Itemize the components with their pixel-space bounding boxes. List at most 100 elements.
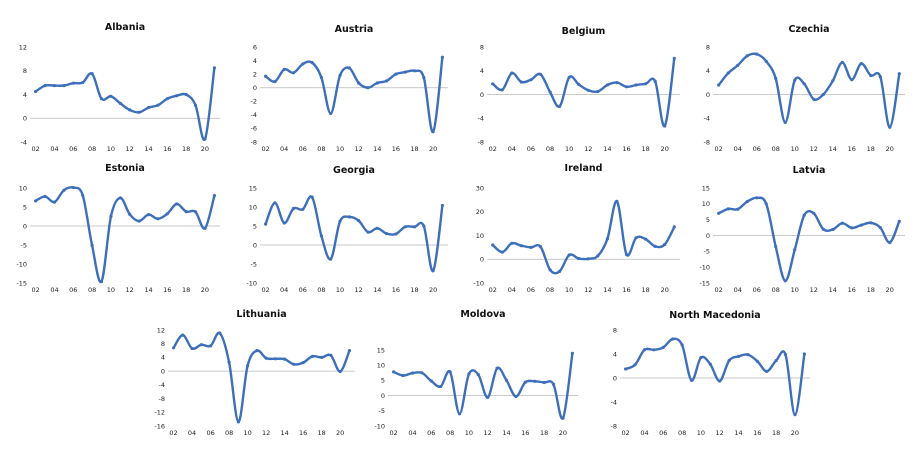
x-tick-label: 14: [829, 286, 837, 294]
x-tick-label: 02: [489, 145, 497, 153]
panel-title-georgia: Georgia: [333, 165, 375, 176]
data-point: [165, 97, 169, 101]
data-point: [774, 76, 778, 81]
data-point: [181, 333, 185, 337]
data-point: [43, 194, 47, 198]
data-point: [897, 219, 901, 223]
data-point: [774, 359, 778, 363]
x-tick-label: 18: [641, 145, 649, 153]
y-tick-label: 15: [377, 346, 385, 354]
x-tick-label: 12: [716, 429, 724, 437]
x-tick-label: 04: [734, 145, 742, 153]
y-tick-label: 6: [253, 43, 257, 51]
data-point: [291, 71, 296, 75]
data-point: [420, 371, 424, 375]
data-point: [717, 211, 721, 215]
data-point: [538, 72, 543, 76]
data-point: [652, 348, 656, 352]
data-point: [385, 79, 389, 83]
data-point: [227, 360, 231, 364]
data-point: [783, 279, 787, 283]
data-point: [514, 394, 518, 399]
series-line-estonia: [34, 186, 216, 284]
x-tick-label: 20: [559, 429, 567, 437]
data-point: [529, 245, 533, 249]
series-line-czechia: [717, 52, 901, 129]
x-tick-label: 06: [527, 145, 535, 153]
panel-ireland: Ireland -10 0 10 20 30 02 04 06 08 10 12 14 16 18 20: [473, 163, 680, 294]
data-point: [329, 257, 333, 261]
x-tick-label: 02: [32, 286, 40, 294]
x-tick-label: 20: [661, 145, 669, 153]
x-tick-label: 06: [427, 429, 435, 437]
data-point: [310, 354, 314, 358]
y-tick-label: 15: [249, 184, 257, 192]
x-tick-label: 14: [603, 286, 611, 294]
y-tick-label: 8: [706, 43, 710, 51]
data-point: [156, 217, 160, 221]
y-tick-label: 0: [706, 91, 710, 99]
data-point: [755, 52, 759, 56]
data-point: [440, 55, 444, 59]
data-point: [347, 215, 351, 219]
x-tick-label: 10: [791, 286, 799, 294]
y-tick-label: -8: [611, 422, 617, 430]
y-tick-label: 2: [253, 70, 257, 78]
x-tick-label: 06: [527, 286, 535, 294]
data-point: [548, 90, 552, 94]
data-point: [529, 78, 533, 82]
data-point: [199, 343, 203, 347]
x-tick-label: 08: [678, 429, 686, 437]
data-point: [783, 353, 788, 357]
panel-title-albania: Albania: [105, 22, 145, 33]
data-point: [577, 256, 581, 261]
x-tick-label: 20: [201, 286, 209, 294]
data-point: [699, 356, 703, 360]
data-point: [319, 75, 323, 80]
y-tick-label: 20: [476, 208, 484, 216]
data-point: [366, 230, 370, 234]
x-tick-label: 16: [163, 286, 171, 294]
data-point: [347, 66, 351, 70]
x-tick-label: 10: [107, 145, 115, 153]
data-point: [596, 254, 600, 258]
data-point: [523, 380, 527, 384]
y-tick-label: 4: [161, 354, 165, 362]
data-point: [644, 237, 648, 241]
y-tick-label: -2: [251, 98, 257, 106]
x-tick-label: 08: [546, 286, 554, 294]
data-point: [190, 346, 194, 351]
data-point: [375, 226, 379, 230]
data-point: [764, 202, 768, 206]
panel-latvia: Latvia -15 -10 -5 0 5 10 15 02 04 06 08 10 12 14 16 18 20: [699, 165, 905, 294]
x-tick-label: 18: [410, 286, 418, 294]
x-tick-label: 10: [107, 286, 115, 294]
data-point: [392, 370, 396, 374]
data-point: [831, 227, 835, 232]
data-point: [586, 88, 590, 92]
data-point: [495, 366, 499, 370]
data-point: [708, 362, 712, 366]
series-line-latvia: [717, 196, 901, 283]
data-point: [264, 222, 268, 226]
data-point: [551, 382, 556, 386]
data-point: [375, 81, 379, 85]
data-point: [548, 268, 552, 272]
data-point: [878, 226, 882, 230]
data-point: [394, 232, 398, 236]
data-point: [567, 253, 571, 257]
data-point: [586, 257, 590, 261]
data-point: [764, 59, 768, 63]
x-tick-label: 04: [508, 286, 516, 294]
y-tick-label: -16: [154, 422, 165, 430]
panel-title-austria: Austria: [335, 24, 374, 35]
x-tick-label: 16: [622, 145, 630, 153]
y-tick-label: -6: [251, 125, 257, 133]
x-tick-label: 08: [772, 286, 780, 294]
y-tick-label: -10: [374, 422, 385, 430]
y-tick-label: 8: [161, 340, 165, 348]
y-tick-label: 5: [381, 377, 385, 385]
